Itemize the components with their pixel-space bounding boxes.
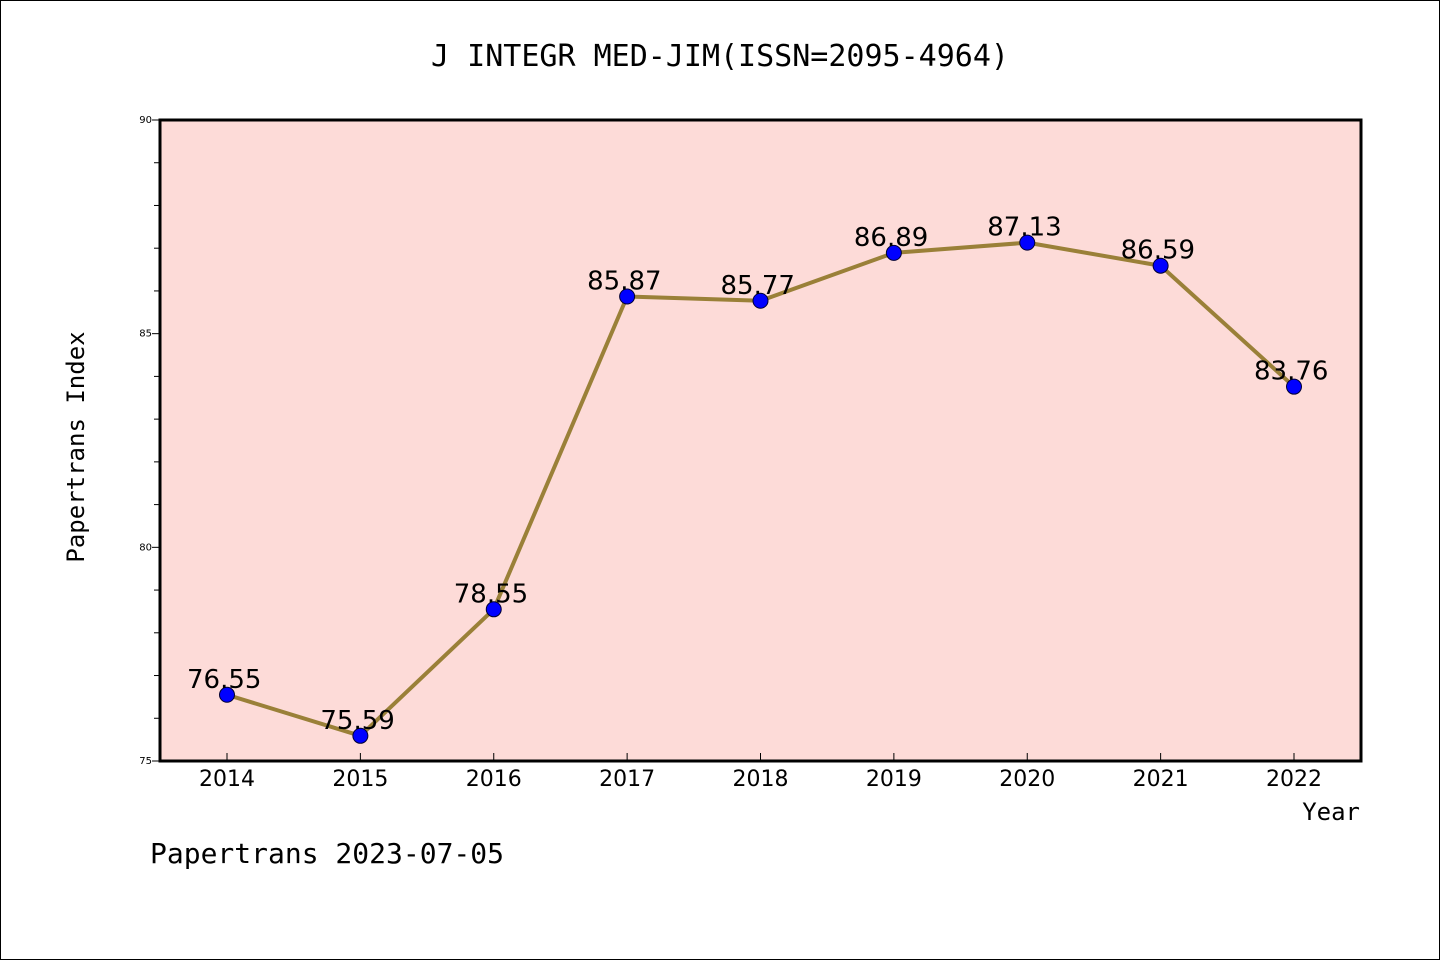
data-label: 85.77 [721, 271, 795, 301]
data-point [752, 292, 769, 309]
data-point [885, 244, 902, 261]
data-label: 75.59 [320, 706, 394, 736]
data-point [352, 727, 369, 744]
y-tick-label: 80 [139, 542, 152, 553]
x-tick-label: 2015 [332, 767, 388, 792]
x-tick-label: 2014 [199, 767, 255, 792]
data-label: 87.13 [987, 213, 1061, 243]
x-tick-label: 2020 [999, 767, 1055, 792]
data-point [619, 288, 636, 305]
data-label: 78.55 [454, 579, 528, 609]
data-point [1286, 378, 1302, 395]
y-tick-label: 75 [139, 756, 152, 767]
series [219, 234, 1302, 744]
y-tick-label: 85 [139, 329, 152, 340]
data-label: 83.76 [1254, 357, 1328, 387]
data-label: 86.59 [1121, 236, 1195, 266]
x-tick-label: 2017 [599, 767, 655, 792]
footer-credit: Papertrans 2023-07-05 [150, 837, 504, 870]
data-point [219, 686, 235, 703]
y-tick-label: 90 [139, 115, 152, 126]
data-label: 85.87 [587, 266, 661, 296]
data-point [1019, 234, 1036, 251]
data-point [1152, 257, 1169, 274]
x-tick-label: 2022 [1266, 767, 1322, 792]
plot-area [160, 120, 1361, 761]
y-axis: 75 80 85 90 [139, 115, 160, 767]
data-label: 86.89 [854, 223, 928, 253]
data-labels: 76.55 75.59 78.55 85.87 85.77 86.89 87.13 86.59… [187, 213, 1328, 736]
data-point [485, 601, 502, 618]
y-axis-label: Papertrans Index [62, 331, 90, 562]
x-axis: 2014 2015 2016 2017 2018 2019 2020 2021 2022 [199, 753, 1322, 792]
x-tick-label: 2018 [733, 767, 789, 792]
x-tick-label: 2016 [466, 767, 522, 792]
chart-title: J INTEGR MED-JIM(ISSN=2095-4964) [431, 39, 1009, 74]
plot-border [158, 118, 1363, 763]
x-tick-label: 2019 [866, 767, 922, 792]
data-label: 76.55 [187, 665, 261, 695]
x-axis-label: Year [1302, 798, 1360, 826]
x-tick-label: 2021 [1133, 767, 1189, 792]
